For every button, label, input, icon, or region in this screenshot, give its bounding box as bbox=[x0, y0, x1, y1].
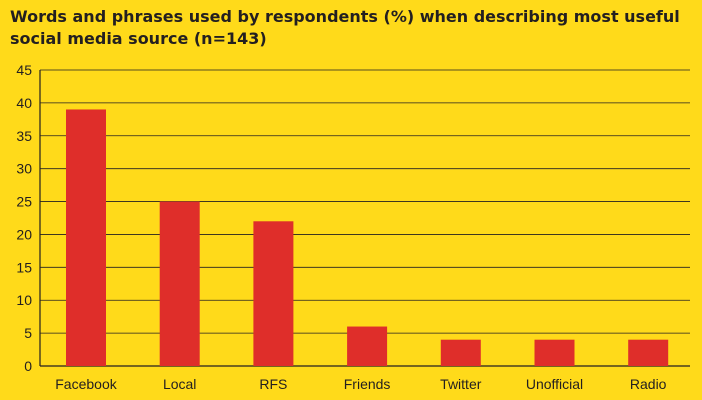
x-tick-label: RFS bbox=[259, 376, 287, 392]
y-tick-label: 45 bbox=[16, 62, 32, 78]
y-tick-label: 0 bbox=[24, 358, 32, 374]
y-tick-label: 20 bbox=[16, 226, 32, 242]
x-tick-label: Unofficial bbox=[526, 376, 583, 392]
chart-title: Words and phrases used by respondents (%… bbox=[10, 7, 680, 48]
y-tick-label: 25 bbox=[16, 194, 32, 210]
x-tick-label: Facebook bbox=[55, 376, 117, 392]
x-tick-label: Local bbox=[163, 376, 196, 392]
y-tick-label: 15 bbox=[16, 259, 32, 275]
bar-rfs bbox=[253, 221, 294, 366]
x-tick-label: Radio bbox=[630, 376, 667, 392]
x-tick-label: Friends bbox=[344, 376, 391, 392]
gridlines bbox=[39, 69, 690, 367]
y-axis-ticks: 0 5 10 15 20 25 30 35 40 45 bbox=[16, 62, 32, 374]
bar-friends bbox=[347, 326, 388, 366]
bar-twitter bbox=[440, 339, 481, 366]
bar-facebook bbox=[66, 109, 106, 366]
x-axis-ticks: Facebook Local RFS Friends Twitter Unofficial… bbox=[55, 376, 666, 392]
bar-radio bbox=[628, 339, 669, 366]
y-tick-label: 10 bbox=[16, 292, 32, 308]
y-tick-label: 30 bbox=[16, 161, 32, 177]
bars bbox=[66, 109, 669, 366]
y-tick-label: 5 bbox=[24, 325, 32, 341]
bar-local bbox=[159, 201, 200, 366]
x-tick-label: Twitter bbox=[440, 376, 482, 392]
y-tick-label: 40 bbox=[16, 95, 32, 111]
bar-unofficial bbox=[534, 339, 575, 366]
y-tick-label: 35 bbox=[16, 128, 32, 144]
